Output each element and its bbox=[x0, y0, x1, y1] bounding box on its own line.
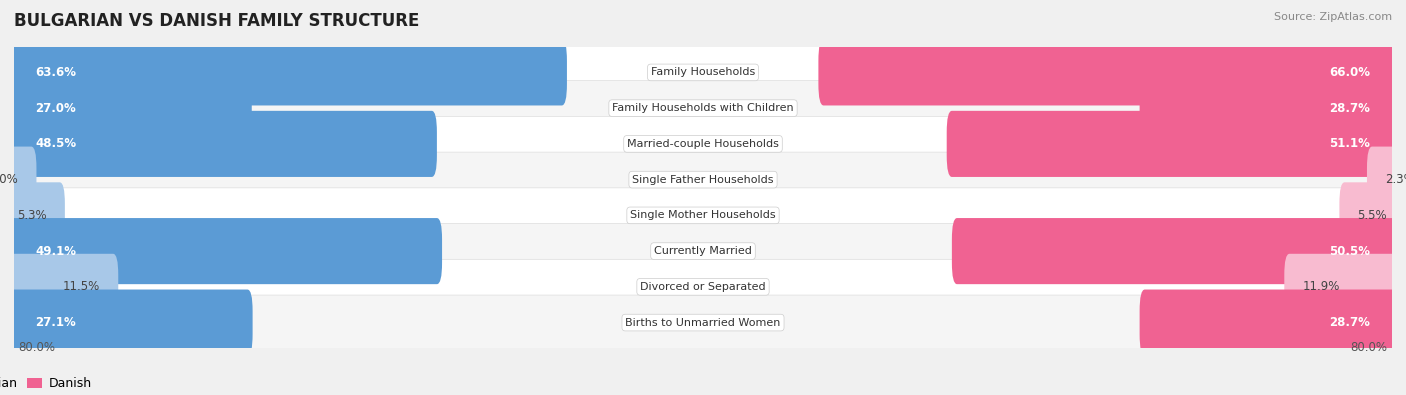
FancyBboxPatch shape bbox=[8, 147, 37, 213]
FancyBboxPatch shape bbox=[1284, 254, 1398, 320]
Text: 28.7%: 28.7% bbox=[1330, 316, 1371, 329]
Text: 2.3%: 2.3% bbox=[1385, 173, 1406, 186]
Text: 27.0%: 27.0% bbox=[35, 102, 76, 115]
FancyBboxPatch shape bbox=[14, 188, 1392, 243]
FancyBboxPatch shape bbox=[8, 40, 567, 105]
FancyBboxPatch shape bbox=[14, 117, 1392, 171]
Text: Currently Married: Currently Married bbox=[654, 246, 752, 256]
FancyBboxPatch shape bbox=[952, 218, 1398, 284]
Text: Divorced or Separated: Divorced or Separated bbox=[640, 282, 766, 292]
Text: Family Households with Children: Family Households with Children bbox=[612, 103, 794, 113]
FancyBboxPatch shape bbox=[8, 75, 252, 141]
FancyBboxPatch shape bbox=[1367, 147, 1398, 213]
FancyBboxPatch shape bbox=[14, 81, 1392, 135]
Text: 51.1%: 51.1% bbox=[1330, 137, 1371, 150]
Legend: Bulgarian, Danish: Bulgarian, Danish bbox=[0, 372, 97, 395]
FancyBboxPatch shape bbox=[14, 152, 1392, 207]
FancyBboxPatch shape bbox=[8, 218, 441, 284]
FancyBboxPatch shape bbox=[946, 111, 1398, 177]
Text: 28.7%: 28.7% bbox=[1330, 102, 1371, 115]
Text: Family Households: Family Households bbox=[651, 68, 755, 77]
FancyBboxPatch shape bbox=[818, 40, 1398, 105]
Text: Births to Unmarried Women: Births to Unmarried Women bbox=[626, 318, 780, 327]
Text: 5.5%: 5.5% bbox=[1358, 209, 1388, 222]
FancyBboxPatch shape bbox=[8, 290, 253, 356]
FancyBboxPatch shape bbox=[14, 45, 1392, 100]
FancyBboxPatch shape bbox=[1340, 182, 1398, 248]
Text: Single Father Households: Single Father Households bbox=[633, 175, 773, 184]
Text: 50.5%: 50.5% bbox=[1330, 245, 1371, 258]
Text: 80.0%: 80.0% bbox=[18, 341, 55, 354]
Text: 63.6%: 63.6% bbox=[35, 66, 76, 79]
Text: 2.0%: 2.0% bbox=[0, 173, 18, 186]
FancyBboxPatch shape bbox=[8, 182, 65, 248]
FancyBboxPatch shape bbox=[1140, 290, 1398, 356]
FancyBboxPatch shape bbox=[8, 111, 437, 177]
FancyBboxPatch shape bbox=[14, 260, 1392, 314]
Text: 80.0%: 80.0% bbox=[1351, 341, 1388, 354]
Text: 27.1%: 27.1% bbox=[35, 316, 76, 329]
Text: Single Mother Households: Single Mother Households bbox=[630, 211, 776, 220]
Text: 49.1%: 49.1% bbox=[35, 245, 76, 258]
Text: Married-couple Households: Married-couple Households bbox=[627, 139, 779, 149]
FancyBboxPatch shape bbox=[14, 295, 1392, 350]
Text: 66.0%: 66.0% bbox=[1330, 66, 1371, 79]
Text: 11.5%: 11.5% bbox=[63, 280, 100, 293]
FancyBboxPatch shape bbox=[14, 224, 1392, 278]
Text: 5.3%: 5.3% bbox=[17, 209, 46, 222]
Text: 48.5%: 48.5% bbox=[35, 137, 77, 150]
Text: 11.9%: 11.9% bbox=[1302, 280, 1340, 293]
Text: Source: ZipAtlas.com: Source: ZipAtlas.com bbox=[1274, 12, 1392, 22]
Text: BULGARIAN VS DANISH FAMILY STRUCTURE: BULGARIAN VS DANISH FAMILY STRUCTURE bbox=[14, 12, 419, 30]
FancyBboxPatch shape bbox=[8, 254, 118, 320]
FancyBboxPatch shape bbox=[1140, 75, 1398, 141]
